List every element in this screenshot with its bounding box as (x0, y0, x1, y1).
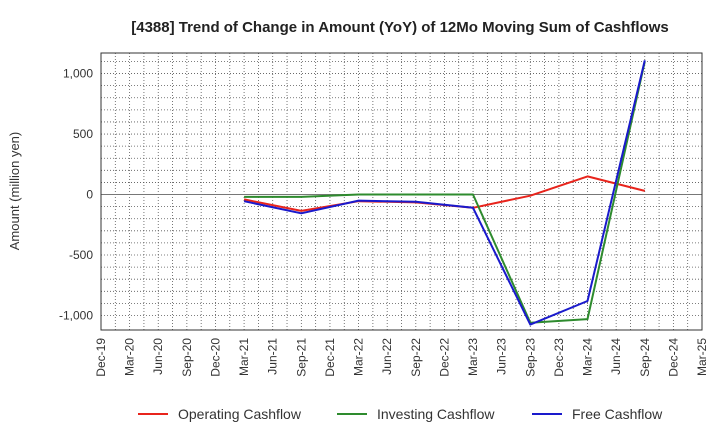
y-tick-label: -500 (69, 248, 93, 262)
x-tick-labels: Dec-19 Mar-20 Jun-20 Sep-20 Dec-20 Mar-21 Jun-… (94, 338, 709, 377)
series-line-free-cashflow (243, 60, 646, 326)
x-tick-label: Dec-24 (666, 338, 680, 377)
legend-label: Investing Cashflow (377, 406, 495, 422)
x-tick-label: Jun-22 (380, 338, 394, 375)
y-axis-label: Amount (million yen) (7, 132, 22, 251)
x-tick-label: Mar-25 (695, 338, 709, 376)
x-tick-label: Sep-22 (409, 338, 423, 377)
legend: Operating Cashflow Investing Cashflow Free… (138, 406, 663, 422)
chart-title: [4388] Trend of Change in Amount (YoY) o… (131, 19, 669, 36)
series-group (243, 60, 646, 326)
x-tick-label: Jun-23 (495, 338, 509, 375)
y-tick-label: -1,000 (59, 308, 93, 322)
x-tick-label: Jun-24 (609, 338, 623, 375)
x-tick-label: Jun-21 (266, 338, 280, 375)
x-tick-label: Dec-20 (208, 338, 222, 377)
x-tick-label: Sep-23 (523, 338, 537, 377)
grid (100, 53, 703, 330)
x-tick-label: Mar-24 (581, 338, 595, 376)
plot-frame (100, 52, 703, 331)
x-tick-label: Sep-21 (294, 338, 308, 377)
x-tick-label: Sep-24 (638, 338, 652, 377)
x-tick-label: Sep-20 (180, 338, 194, 377)
x-tick-label: Dec-21 (323, 338, 337, 377)
y-tick-label: 1,000 (63, 67, 93, 81)
x-tick-label: Dec-23 (552, 338, 566, 377)
x-tick-label: Dec-19 (94, 338, 108, 377)
legend-label: Operating Cashflow (178, 406, 302, 422)
x-tick-label: Jun-20 (151, 338, 165, 375)
x-tick-label: Mar-20 (123, 338, 137, 376)
y-tick-label: 500 (73, 127, 93, 141)
x-tick-label: Mar-22 (352, 338, 366, 376)
x-tick-label: Mar-21 (237, 338, 251, 376)
series-line-investing-cashflow (244, 61, 646, 324)
y-tick-label: 0 (86, 188, 93, 202)
x-tick-label: Mar-23 (466, 338, 480, 376)
x-tick-label: Dec-22 (437, 338, 451, 377)
legend-label: Free Cashflow (572, 406, 663, 422)
y-tick-labels: 1,000 500 0 -500 -1,000 (59, 67, 93, 323)
